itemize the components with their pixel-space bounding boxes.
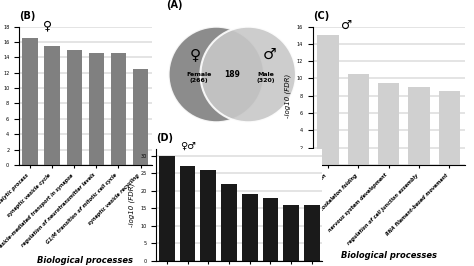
Ellipse shape <box>169 27 264 122</box>
Y-axis label: -log10 (FDR): -log10 (FDR) <box>285 74 292 118</box>
Bar <box>263 198 278 261</box>
Text: Female
(266): Female (266) <box>186 72 212 82</box>
Bar <box>221 184 237 261</box>
Bar <box>66 50 82 165</box>
Ellipse shape <box>201 27 296 122</box>
Text: ♂: ♂ <box>263 47 276 62</box>
Bar <box>133 69 148 165</box>
Text: ♀: ♀ <box>43 19 52 32</box>
Bar <box>22 38 38 165</box>
Text: (C): (C) <box>313 11 329 21</box>
Text: 189: 189 <box>224 70 240 79</box>
Text: Male
(320): Male (320) <box>256 72 275 82</box>
Bar <box>111 53 126 165</box>
Bar <box>439 92 460 165</box>
Y-axis label: -log10 (FDR): -log10 (FDR) <box>128 183 135 227</box>
Bar <box>318 35 338 165</box>
Text: ♂: ♂ <box>341 19 353 32</box>
X-axis label: Biological processes: Biological processes <box>341 251 437 260</box>
Text: (A): (A) <box>166 0 182 10</box>
Bar <box>304 205 320 261</box>
Bar <box>409 87 429 165</box>
Bar <box>348 74 369 165</box>
Bar <box>283 205 299 261</box>
Text: ♀♂: ♀♂ <box>180 141 196 151</box>
X-axis label: Biological processes: Biological processes <box>37 256 133 265</box>
Bar <box>242 194 257 261</box>
Bar <box>159 156 174 261</box>
Bar <box>180 167 195 261</box>
Bar <box>201 170 216 261</box>
Bar <box>45 46 60 165</box>
Bar <box>89 53 104 165</box>
Text: (D): (D) <box>156 133 173 143</box>
Text: ♀: ♀ <box>190 47 201 62</box>
Text: (B): (B) <box>19 11 36 21</box>
Bar <box>378 83 399 165</box>
